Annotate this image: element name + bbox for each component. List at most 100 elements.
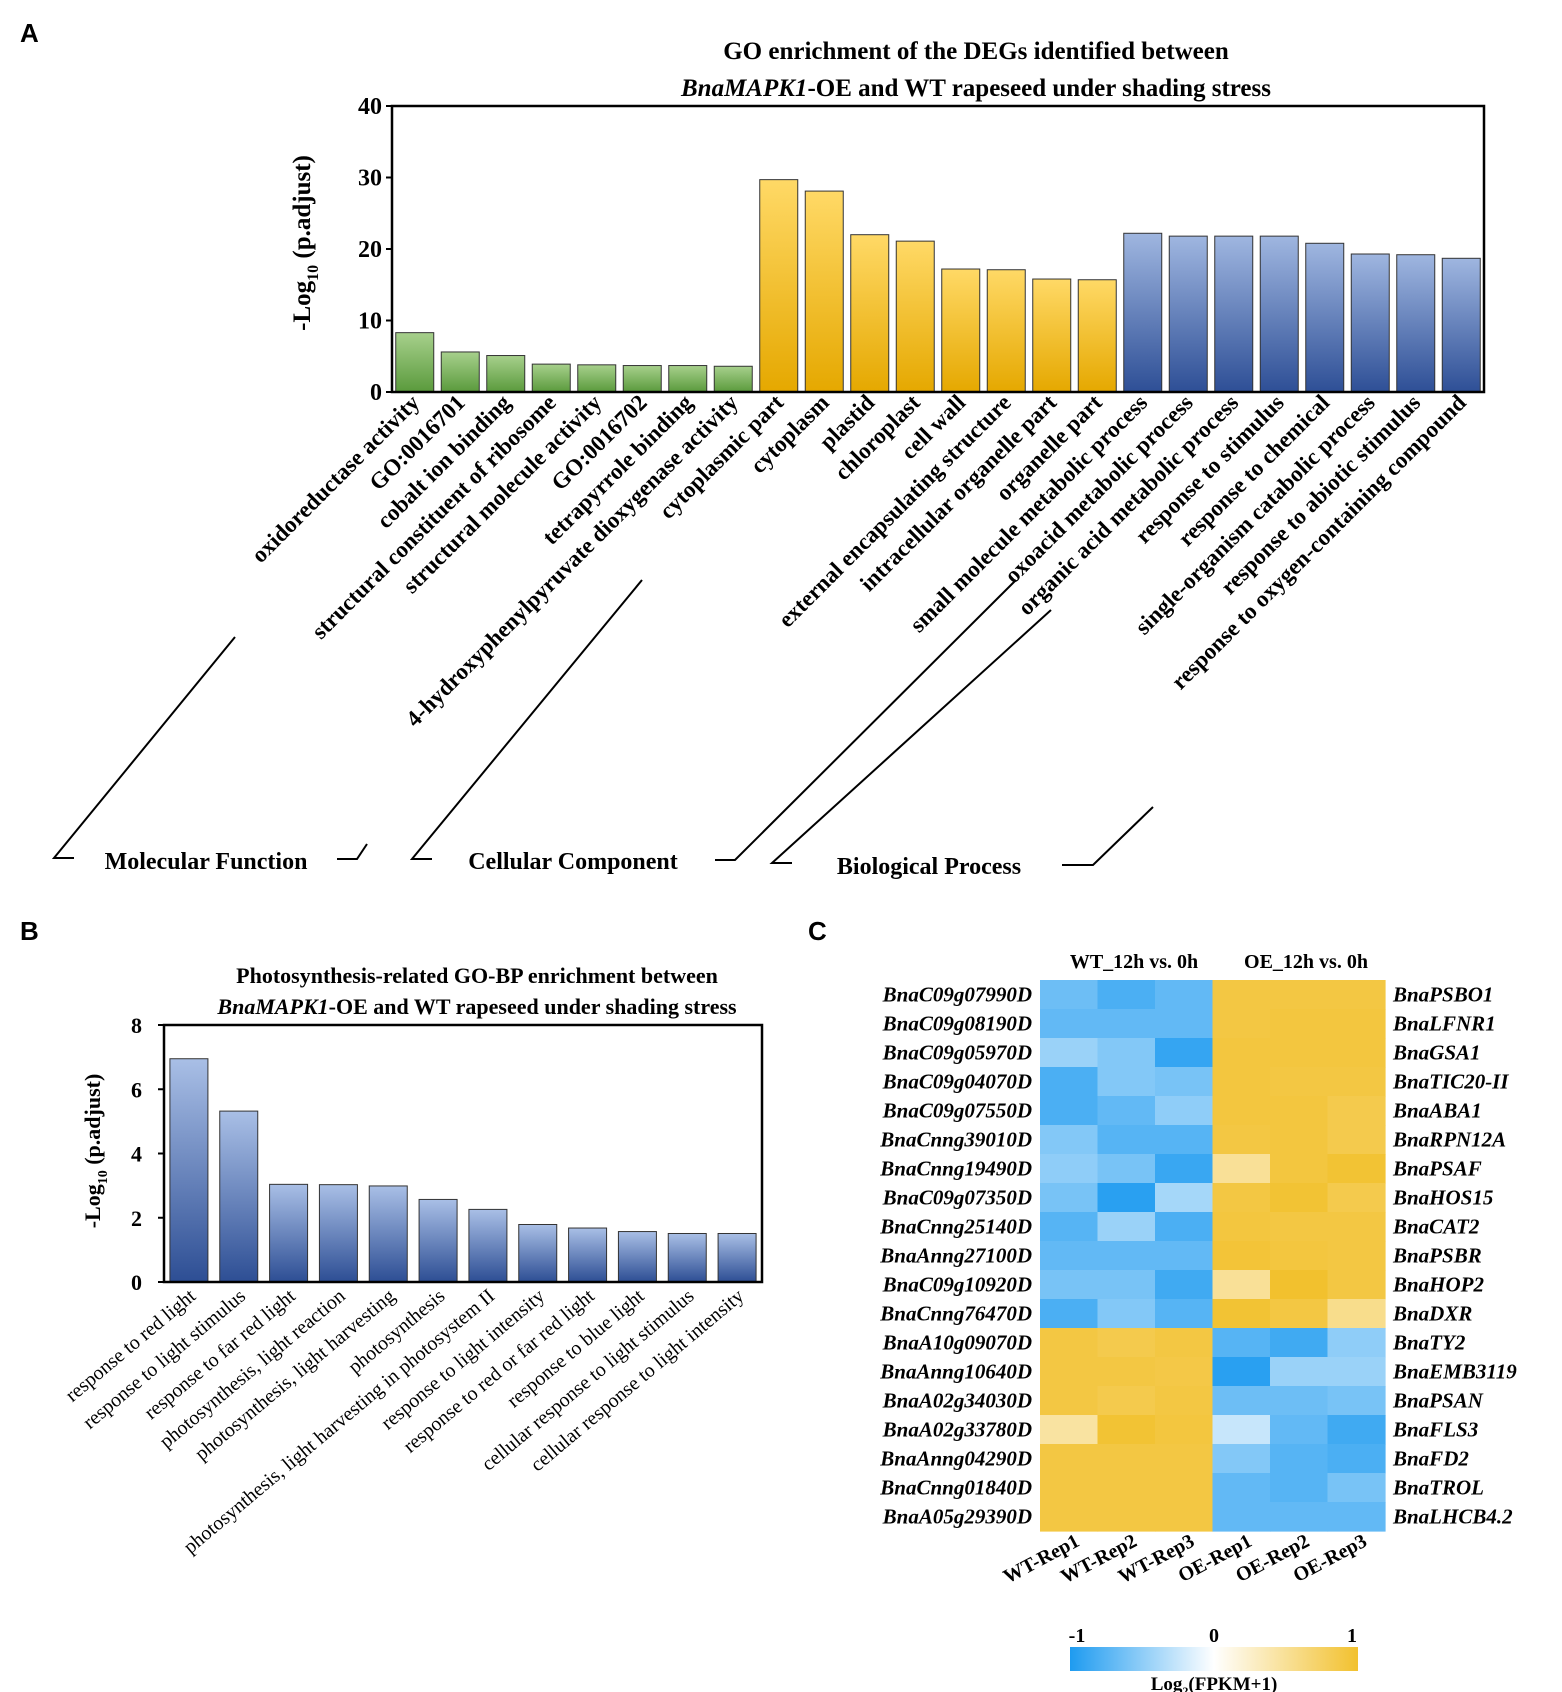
heatmap-cell-bnaa02g34030d-wt-rep3 <box>1155 1386 1214 1416</box>
heatmap-cell-bnaanng27100d-oe-rep3 <box>1327 1241 1386 1271</box>
heatmap-cell-bnacnng01840d-oe-rep2 <box>1270 1473 1329 1503</box>
heatmap-cell-bnaanng04290d-oe-rep2 <box>1270 1444 1329 1474</box>
bar-b-cellular-response-to-light-stimulus <box>667 1232 707 1283</box>
panel-b-title-rest: -OE and WT rapeseed under shading stress <box>329 994 737 1019</box>
heatmap-cell-bnaa10g09070d-wt-rep2 <box>1097 1328 1156 1358</box>
heatmap-cell-bnaa02g33780d-wt-rep3 <box>1155 1415 1214 1445</box>
heatmap-cell-bnacnng25140d-oe-rep2 <box>1270 1212 1329 1242</box>
heatmap-cell-bnacnng39010d-wt-rep3 <box>1155 1125 1214 1155</box>
heatmap-cell-bnacnng76470d-oe-rep2 <box>1270 1299 1329 1329</box>
heatmap-cell-bnaa05g29390d-wt-rep3 <box>1155 1502 1214 1532</box>
heatmap-cell-bnac09g05970d-wt-rep1 <box>1040 1038 1099 1068</box>
heatmap-cell-bnacnng19490d-wt-rep3 <box>1155 1154 1214 1184</box>
heatmap-cell-bnaa05g29390d-oe-rep1 <box>1212 1502 1271 1532</box>
row-name-bnafd2: BnaFD2 <box>1392 1447 1469 1471</box>
heatmap-cell-bnaa05g29390d-wt-rep1 <box>1040 1502 1099 1532</box>
bar-a-oxidoreductase-activity <box>395 332 435 393</box>
heatmap-cell-bnacnng76470d-oe-rep3 <box>1327 1299 1386 1329</box>
heatmap-cell-bnacnng19490d-oe-rep2 <box>1270 1154 1329 1184</box>
heatmap-cell-bnaanng10640d-oe-rep2 <box>1270 1357 1329 1387</box>
row-id-bnac09g08190d: BnaC09g08190D <box>882 1012 1032 1036</box>
heatmap-cell-bnaa02g33780d-wt-rep2 <box>1097 1415 1156 1445</box>
heatmap-cell-bnac09g10920d-wt-rep2 <box>1097 1270 1156 1300</box>
bar-b-response-to-red-light <box>169 1058 209 1283</box>
row-id-bnacnng01840d: BnaCnng01840D <box>879 1476 1032 1500</box>
heatmap-cell-bnaa10g09070d-oe-rep2 <box>1270 1328 1329 1358</box>
heatmap-cell-bnac09g10920d-wt-rep1 <box>1040 1270 1099 1300</box>
row-id-bnacnng19490d: BnaCnng19490D <box>879 1157 1032 1181</box>
bar-a-small-molecule-metabolic-process <box>1123 232 1163 393</box>
panel-a-ytick: 30 <box>358 166 382 192</box>
bar-a-response-to-stimulus <box>1259 235 1299 393</box>
heatmap-cell-bnac09g07350d-oe-rep1 <box>1212 1183 1271 1213</box>
heatmap-cell-bnac09g07550d-oe-rep3 <box>1327 1096 1386 1126</box>
color-scale-tick-min: -1 <box>1069 1625 1086 1647</box>
bar-a-response-to-chemical <box>1305 242 1345 393</box>
panel-a-bracket-mf-right <box>337 843 368 860</box>
heatmap-cell-bnac09g10920d-wt-rep3 <box>1155 1270 1214 1300</box>
heatmap-cell-bnac09g07990d-oe-rep2 <box>1270 980 1329 1010</box>
row-name-bnatic20-ii: BnaTIC20-II <box>1392 1070 1509 1094</box>
heatmap-group-label-wt: WT_12h vs. 0h <box>1070 951 1198 973</box>
panel-a-chart: GO enrichment of the DEGs identified bet… <box>51 38 1486 880</box>
heatmap-cell-bnacnng76470d-oe-rep1 <box>1212 1299 1271 1329</box>
heatmap-cell-bnaanng04290d-wt-rep2 <box>1097 1444 1156 1474</box>
heatmap-cell-bnac09g05970d-wt-rep3 <box>1155 1038 1214 1068</box>
panel-a-plot-frame <box>390 104 1486 394</box>
bar-a-external-encapsulating-structure <box>986 269 1026 393</box>
heatmap-cell-bnac09g07990d-oe-rep1 <box>1212 980 1271 1010</box>
row-name-bnaaba1: BnaABA1 <box>1392 1099 1482 1123</box>
bar-a-single-organism-catabolic-process <box>1350 253 1390 393</box>
row-name-bnadxr: BnaDXR <box>1392 1302 1472 1326</box>
heatmap-cell-bnac09g07550d-oe-rep2 <box>1270 1096 1329 1126</box>
heatmap-cell-bnaanng27100d-wt-rep3 <box>1155 1241 1214 1271</box>
bar-a-response-to-oxygen-containing-compound <box>1441 257 1481 393</box>
heatmap-cell-bnacnng39010d-oe-rep1 <box>1212 1125 1271 1155</box>
heatmap-cell-bnac09g07350d-wt-rep2 <box>1097 1183 1156 1213</box>
bar-a-structural-constituent-of-ribosome <box>531 363 571 393</box>
heatmap-cell-bnac09g04070d-wt-rep2 <box>1097 1067 1156 1097</box>
panel-b-plot-frame <box>162 1023 764 1284</box>
bar-a-cytoplasm <box>804 190 844 393</box>
heatmap-cell-bnaanng27100d-oe-rep2 <box>1270 1241 1329 1271</box>
panel-letter-b: B <box>20 916 39 946</box>
row-id-bnaa02g34030d: BnaA02g34030D <box>882 1389 1032 1413</box>
heatmap-cell-bnaa02g33780d-oe-rep3 <box>1327 1415 1386 1445</box>
heatmap-cell-bnac09g07990d-wt-rep3 <box>1155 980 1214 1010</box>
heatmap-cell-bnac09g04070d-oe-rep1 <box>1212 1067 1271 1097</box>
group-label-biological-process: Biological Process <box>837 854 1021 880</box>
bar-a-intracellular-organelle-part <box>1032 278 1072 393</box>
row-name-bnaemb3119: BnaEMB3119 <box>1392 1360 1517 1384</box>
heatmap-cell-bnacnng01840d-oe-rep1 <box>1212 1473 1271 1503</box>
panel-a-ytick: 10 <box>358 309 382 335</box>
heatmap-cell-bnac09g07350d-oe-rep3 <box>1327 1183 1386 1213</box>
color-scale-bar <box>1070 1647 1358 1671</box>
bar-a-cobalt-ion-binding <box>486 355 526 393</box>
heatmap-cell-bnac09g08190d-wt-rep3 <box>1155 1009 1214 1039</box>
heatmap-cell-bnaanng10640d-oe-rep3 <box>1327 1357 1386 1387</box>
heatmap-cell-bnac09g07550d-wt-rep1 <box>1040 1096 1099 1126</box>
row-name-bnahos15: BnaHOS15 <box>1392 1186 1493 1210</box>
panel-a-ytick: 0 <box>370 380 382 406</box>
heatmap-cell-bnaa05g29390d-oe-rep3 <box>1327 1502 1386 1532</box>
heatmap-cell-bnacnng19490d-wt-rep1 <box>1040 1154 1099 1184</box>
heatmap-cell-bnac09g05970d-wt-rep2 <box>1097 1038 1156 1068</box>
heatmap-cell-bnac09g07350d-wt-rep1 <box>1040 1183 1099 1213</box>
bar-b-cellular-response-to-light-intensity <box>717 1232 757 1283</box>
row-id-bnaa02g33780d: BnaA02g33780D <box>882 1418 1032 1442</box>
panel-b-ytick: 0 <box>131 1270 142 1295</box>
bar-b-photosynthesis-light-harvesting-in-photosystem-ii <box>468 1208 508 1283</box>
row-name-bnapsbr: BnaPSBR <box>1392 1244 1482 1268</box>
row-id-bnaa05g29390d: BnaA05g29390D <box>882 1505 1032 1529</box>
bar-a-go-0016701 <box>440 351 480 393</box>
heatmap-cell-bnac09g07550d-wt-rep2 <box>1097 1096 1156 1126</box>
heatmap-cell-bnac09g08190d-oe-rep1 <box>1212 1009 1271 1039</box>
heatmap-cell-bnaanng27100d-oe-rep1 <box>1212 1241 1271 1271</box>
row-name-bnapsbo1: BnaPSBO1 <box>1392 983 1493 1007</box>
bar-a-oxoacid-metabolic-process <box>1168 235 1208 393</box>
row-name-bnalfnr1: BnaLFNR1 <box>1392 1012 1496 1036</box>
panel-b-title-line2: BnaMAPK1-OE and WT rapeseed under shadin… <box>216 994 737 1019</box>
heatmap-cell-bnacnng25140d-oe-rep3 <box>1327 1212 1386 1242</box>
row-name-bnarpn12a: BnaRPN12A <box>1392 1128 1506 1152</box>
